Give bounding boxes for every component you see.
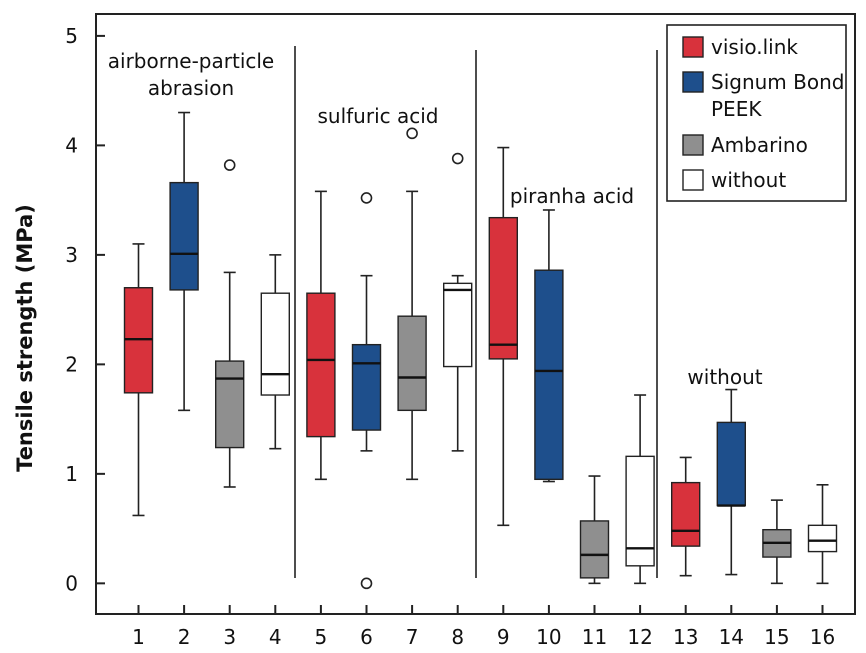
x-tick-label: 8	[451, 625, 464, 649]
box-body	[443, 282, 473, 368]
box-body	[260, 292, 290, 396]
x-tick-label: 16	[810, 625, 835, 649]
box-body	[306, 292, 336, 438]
box-body	[214, 360, 245, 449]
y-tick-label: 5	[65, 24, 78, 48]
y-tick-label: 1	[65, 462, 78, 486]
y-tick-label: 2	[65, 352, 78, 376]
group-label: sulfuric acid	[317, 104, 438, 128]
plot-frame	[95, 13, 856, 615]
x-tick-label: 10	[536, 625, 561, 649]
box-body	[169, 181, 199, 291]
legend-swatch	[682, 169, 704, 191]
x-tick-label: 11	[582, 625, 607, 649]
box-body	[671, 481, 701, 547]
x-tick-label: 14	[719, 625, 744, 649]
x-tick-label: 1	[132, 625, 145, 649]
x-tick-label: 3	[223, 625, 236, 649]
box-body	[716, 421, 746, 507]
x-tick-label: 9	[497, 625, 510, 649]
group-label: piranha acid	[510, 184, 634, 208]
x-tick-label: 5	[315, 625, 328, 649]
group-label: without	[687, 365, 762, 389]
legend-label: visio.link	[711, 35, 798, 59]
y-tick-label: 0	[65, 571, 78, 595]
legend-label: without	[711, 168, 786, 192]
box-outlier	[360, 192, 373, 204]
box-body	[351, 343, 382, 431]
legend-swatch	[682, 134, 704, 156]
x-tick-label: 15	[764, 625, 789, 649]
x-tick-label: 2	[178, 625, 191, 649]
legend-swatch	[682, 71, 704, 93]
box-body	[534, 269, 564, 481]
x-tick-label: 12	[627, 625, 652, 649]
box-outlier	[406, 127, 418, 140]
box-outlier	[360, 577, 373, 590]
y-tick-label: 3	[65, 243, 78, 267]
x-tick-label: 7	[406, 625, 419, 649]
legend-swatch	[682, 36, 704, 58]
box-body	[807, 524, 838, 553]
group-label: airborne-particle abrasion	[108, 49, 274, 100]
x-tick-label: 6	[360, 625, 373, 649]
box-body	[488, 216, 518, 360]
box-body	[397, 315, 427, 412]
legend-label: Signum Bond PEEK	[711, 70, 844, 121]
box-outlier	[451, 152, 464, 165]
box-body	[579, 520, 610, 579]
legend-label: Ambarino	[711, 133, 808, 157]
y-axis-label: Tensile strength (MPa)	[13, 204, 37, 472]
x-tick-label: 4	[269, 625, 282, 649]
x-tick-label: 13	[673, 625, 698, 649]
box-outlier	[223, 159, 236, 171]
y-tick-label: 4	[65, 133, 78, 157]
